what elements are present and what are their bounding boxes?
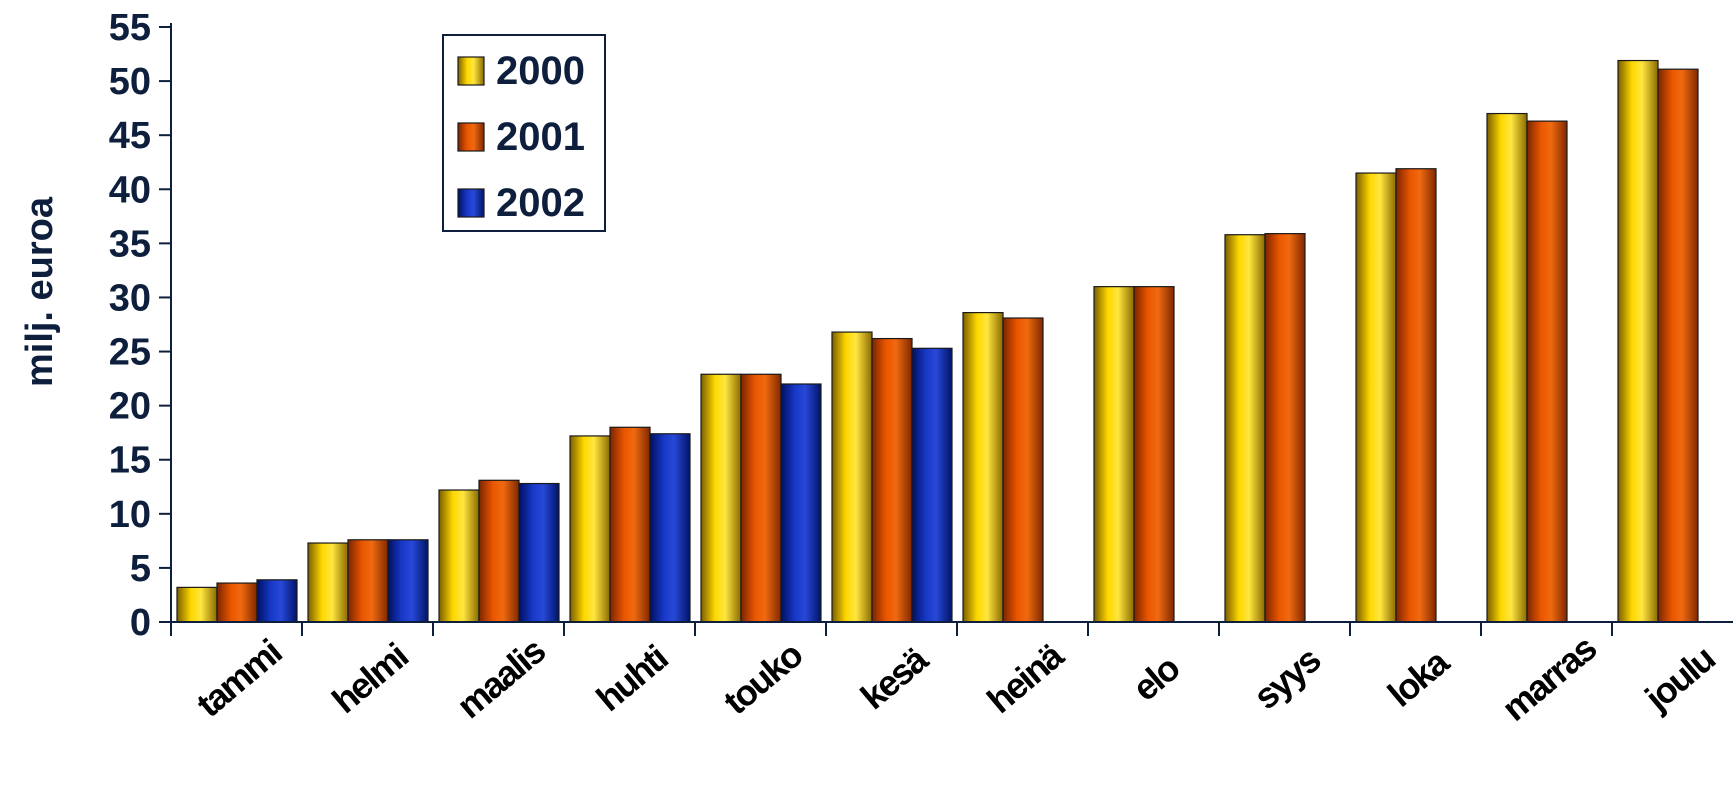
y-tick-label: 0 [130, 602, 151, 644]
bar-2000-elo [1093, 286, 1135, 623]
bar-2001-tammi [216, 582, 258, 623]
y-tick-label: 20 [109, 386, 151, 428]
y-tick-label: 15 [109, 440, 151, 482]
bar-2001-marras [1526, 120, 1568, 623]
x-tick-label: heinä [979, 634, 1072, 721]
y-tick-label: 25 [109, 332, 151, 374]
x-tick-label: syys [1246, 639, 1328, 717]
bars [176, 59, 1699, 623]
bar-2000-loka [1355, 172, 1397, 623]
y-tick-label: 45 [109, 115, 151, 157]
bar-2000-syys [1224, 234, 1266, 623]
bar-2000-kesä [831, 331, 873, 623]
bar-2000-touko [700, 373, 742, 623]
bar-2001-loka [1395, 168, 1437, 623]
legend-label: 2000 [496, 49, 585, 93]
x-tick-label: joulu [1636, 638, 1721, 719]
y-axis-title: milj. euroa [19, 196, 61, 387]
y-tick-label: 10 [109, 494, 151, 536]
y-tick-label: 35 [109, 223, 151, 265]
bar-2001-touko [740, 373, 782, 623]
y-tick-label: 40 [109, 169, 151, 211]
axes [170, 23, 1733, 636]
bar-2001-heinä [1002, 317, 1044, 623]
x-axis-labels: tammi helmi maalis huhti touko kesä heinä elo sy… [189, 627, 1722, 729]
bar-2002-tammi [256, 579, 298, 623]
bar-2000-joulu [1617, 59, 1659, 623]
y-tick-label: 5 [130, 548, 151, 590]
legend: 2000 2001 2002 [442, 34, 606, 232]
legend-swatch-2002 [457, 188, 485, 218]
legend-label: 2001 [496, 115, 585, 159]
bar-2002-touko [780, 383, 822, 623]
x-tick-label: touko [716, 634, 811, 723]
legend-swatch-2001 [457, 122, 485, 152]
y-tick-label: 55 [109, 7, 151, 49]
bar-2001-syys [1264, 233, 1306, 623]
x-tick-label: huhti [588, 638, 674, 720]
bar-2000-huhti [569, 435, 611, 623]
y-tick-label: 30 [109, 277, 151, 319]
bar-2002-kesä [911, 347, 953, 623]
bar-2001-elo [1133, 286, 1175, 623]
bar-2001-helmi [347, 539, 389, 623]
x-tick-label: helmi [324, 636, 415, 721]
x-tick-label: maalis [449, 630, 553, 726]
bar-2000-helmi [307, 542, 349, 623]
bar-2001-kesä [871, 337, 913, 623]
x-tick-label: elo [1125, 647, 1187, 709]
bar-2000-heinä [962, 312, 1004, 623]
bar-2002-helmi [387, 539, 429, 623]
bar-2001-joulu [1657, 68, 1699, 623]
bar-2002-maalis [518, 482, 560, 623]
legend-label: 2002 [496, 181, 585, 225]
bar-2001-maalis [478, 479, 520, 623]
bar-2000-marras [1486, 112, 1528, 623]
bar-2000-maalis [438, 489, 480, 623]
bar-2001-huhti [609, 426, 651, 623]
legend-swatch-2000 [457, 56, 485, 86]
bar-2002-huhti [649, 433, 691, 623]
x-tick-label: kesä [853, 638, 937, 718]
y-tick-label: 50 [109, 61, 151, 103]
x-tick-label: tammi [189, 632, 289, 725]
y-axis: 0 5 10 15 20 25 30 35 40 45 50 55 [109, 7, 171, 644]
x-tick-label: marras [1494, 627, 1604, 729]
bar-2000-tammi [176, 586, 218, 623]
x-tick-label: loka [1380, 640, 1458, 714]
